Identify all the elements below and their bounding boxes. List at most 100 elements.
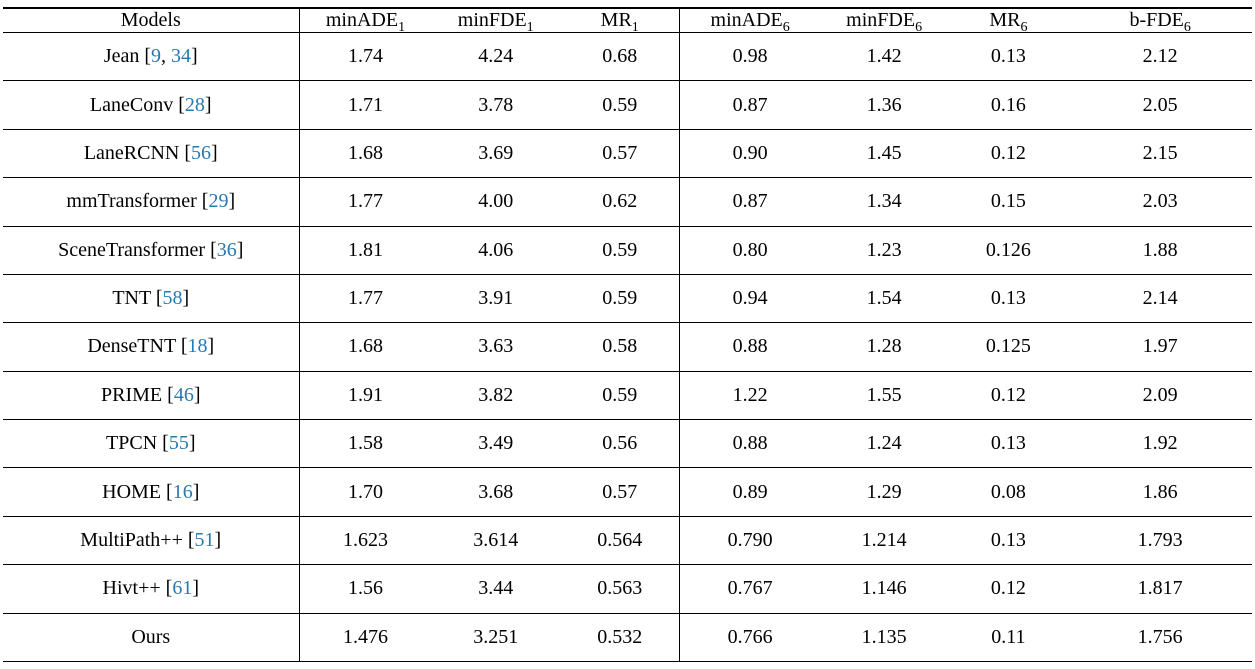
column-header-label: b-FDE (1129, 9, 1184, 31)
metric-value: 3.251 (431, 613, 561, 662)
metric-value: 0.56 (560, 419, 681, 469)
column-header-subscript: 6 (915, 20, 923, 33)
metric-value: 0.59 (560, 371, 681, 421)
model-name: Ours (131, 625, 171, 648)
metric-value: 0.59 (560, 226, 681, 275)
metric-value: 2.03 (1068, 177, 1252, 227)
model-cell: Hivt++ [61] (3, 564, 300, 614)
metric-value: 2.12 (1068, 32, 1252, 82)
metric-value: 1.88 (1068, 226, 1252, 275)
citation-link[interactable]: 51 (194, 528, 215, 551)
metric-value: 1.23 (819, 226, 949, 275)
metric-value: 2.15 (1068, 129, 1252, 179)
metric-value: 1.92 (1068, 419, 1252, 469)
metric-value: 1.214 (819, 516, 949, 566)
table-row: DenseTNT [18] 1.68 3.63 0.58 0.88 1.28 0.125 1.… (3, 322, 1252, 372)
citation-link[interactable]: 9 (151, 45, 162, 68)
metric-value: 0.790 (679, 516, 820, 566)
model-name: TPCN (106, 432, 158, 455)
citation-link[interactable]: 36 (216, 238, 237, 261)
table-row: TNT [58] 1.77 3.91 0.59 0.94 1.54 0.13 2.14 (3, 274, 1252, 324)
citation-link[interactable]: 61 (172, 577, 193, 600)
metric-value: 3.78 (431, 80, 561, 130)
citation-link[interactable]: 58 (162, 287, 183, 310)
citation-link[interactable]: 55 (168, 432, 189, 455)
metric-value: 4.00 (431, 177, 561, 227)
metric-value: 1.42 (819, 32, 949, 82)
metric-value: 3.614 (431, 516, 561, 566)
column-header-minade6: minADE6 (679, 8, 820, 33)
metric-value: 1.74 (299, 32, 432, 82)
metric-value: 0.80 (679, 226, 820, 275)
column-header-minade1: minADE1 (299, 8, 432, 33)
metric-value: 1.34 (819, 177, 949, 227)
metric-value: 1.91 (299, 371, 432, 421)
citation-link[interactable]: 29 (208, 190, 229, 213)
table-row: MultiPath++ [51] 1.623 3.614 0.564 0.790 1.21… (3, 516, 1252, 566)
citation-link[interactable]: 56 (191, 141, 212, 164)
metric-value: 1.77 (299, 177, 432, 227)
column-header-minfde1: minFDE1 (431, 8, 561, 33)
column-header-mr6: MR6 (948, 8, 1069, 33)
metric-value: 4.24 (431, 32, 561, 82)
model-cell: mmTransformer [29] (3, 177, 300, 227)
model-name: MultiPath++ (80, 528, 183, 551)
metric-value: 3.63 (431, 322, 561, 372)
column-header-label: minADE (325, 9, 399, 31)
model-cell: TNT [58] (3, 274, 300, 324)
metric-value: 0.766 (679, 613, 820, 662)
column-header-label: minADE (710, 9, 783, 31)
metric-value: 0.59 (560, 274, 681, 324)
citation-link[interactable]: 28 (184, 93, 205, 116)
metric-value: 1.24 (819, 419, 949, 469)
metric-value: 3.91 (431, 274, 561, 324)
metric-value: 0.13 (948, 419, 1069, 469)
column-header-label: minFDE (846, 9, 916, 31)
metric-value: 0.125 (948, 322, 1069, 372)
metric-value: 1.97 (1068, 322, 1252, 372)
table-row: mmTransformer [29] 1.77 4.00 0.62 0.87 1.34 0.… (3, 177, 1252, 227)
metric-value: 1.86 (1068, 467, 1252, 517)
table-row: SceneTransformer [36] 1.81 4.06 0.59 0.80 1.2… (3, 226, 1252, 275)
metric-value: 0.87 (679, 80, 820, 130)
model-name: LaneConv (89, 93, 174, 116)
column-header-label: Models (120, 9, 181, 31)
model-cell: LaneRCNN [56] (3, 129, 300, 179)
table-row: Ours 1.476 3.251 0.532 0.766 1.135 0.11 1.756 (3, 613, 1252, 662)
metric-value: 1.68 (299, 129, 432, 179)
metric-value: 0.87 (679, 177, 820, 227)
model-cell: LaneConv [28] (3, 80, 300, 130)
metric-value: 0.12 (948, 371, 1069, 421)
metric-value: 4.06 (431, 226, 561, 275)
metric-value: 2.05 (1068, 80, 1252, 130)
metric-value: 0.62 (560, 177, 681, 227)
metric-value: 0.89 (679, 467, 820, 517)
metric-value: 1.36 (819, 80, 949, 130)
metric-value: 1.45 (819, 129, 949, 179)
metric-value: 1.756 (1068, 613, 1252, 662)
citation-link[interactable]: 46 (173, 383, 194, 406)
metric-value: 3.49 (431, 419, 561, 469)
metric-value: 1.81 (299, 226, 432, 275)
metric-value: 0.58 (560, 322, 681, 372)
metric-value: 3.44 (431, 564, 561, 614)
metric-value: 3.68 (431, 467, 561, 517)
metric-value: 0.57 (560, 467, 681, 517)
citation-link[interactable]: 18 (187, 335, 208, 358)
metric-value: 0.98 (679, 32, 820, 82)
model-name: Jean (103, 45, 140, 68)
metric-value: 0.12 (948, 564, 1069, 614)
model-cell: Jean [9, 34] (3, 32, 300, 82)
citation-link[interactable]: 34 (171, 45, 192, 68)
metric-value: 1.68 (299, 322, 432, 372)
column-header-subscript: 1 (398, 20, 406, 33)
citation-link[interactable]: 16 (172, 480, 193, 503)
table-row: Jean [9, 34] 1.74 4.24 0.68 0.98 1.42 0.13 2.12 (3, 32, 1252, 82)
metric-value: 0.13 (948, 274, 1069, 324)
table-row: HOME [16] 1.70 3.68 0.57 0.89 1.29 0.08 1.86 (3, 467, 1252, 517)
metric-value: 1.56 (299, 564, 432, 614)
column-header-subscript: 1 (631, 20, 639, 33)
metric-value: 0.08 (948, 467, 1069, 517)
model-cell: PRIME [46] (3, 371, 300, 421)
model-name: LaneRCNN (83, 141, 180, 164)
